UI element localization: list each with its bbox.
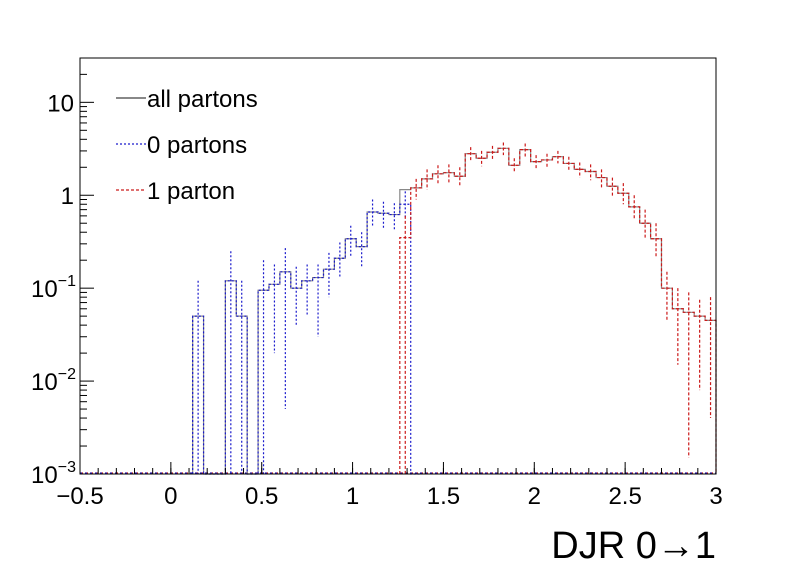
x-tick-label: 2.5 — [608, 483, 641, 510]
x-tick-label: 1.5 — [427, 483, 460, 510]
series-0-partons-outline — [192, 203, 422, 475]
x-axis-title: DJR 0→1 — [551, 525, 716, 567]
y-tick-exponent: −1 — [58, 273, 76, 290]
y-tick-base: 10 — [31, 369, 58, 396]
legend: all partons 0 partons 1 parton — [116, 86, 258, 205]
x-tick-label: −0.5 — [56, 483, 103, 510]
x-tick-label: 1 — [346, 483, 359, 510]
x-tick-label: 0.5 — [245, 483, 278, 510]
y-tick-label: 10−2 — [31, 366, 76, 396]
y-tick-label: 1 — [61, 183, 74, 210]
x-tick-label: 3 — [709, 483, 722, 510]
x-tick-label: 0 — [164, 483, 177, 510]
y-tick-exponent: −2 — [58, 366, 76, 383]
y-tick-label: 10−1 — [31, 273, 76, 303]
legend-label: 0 partons — [147, 132, 247, 159]
legend-label: 1 parton — [147, 178, 235, 205]
y-tick-label: 10−3 — [31, 459, 76, 489]
legend-label: all partons — [147, 86, 258, 113]
y-tick-base: 10 — [31, 462, 58, 489]
histogram-layer — [80, 142, 717, 475]
x-tick-label: 2 — [528, 483, 541, 510]
y-tick-label: 10 — [47, 90, 74, 117]
plot-frame — [79, 57, 717, 475]
series-1-parton-outline — [399, 147, 717, 474]
y-tick-exponent: −3 — [58, 459, 76, 476]
y-tick-base: 10 — [31, 276, 58, 303]
